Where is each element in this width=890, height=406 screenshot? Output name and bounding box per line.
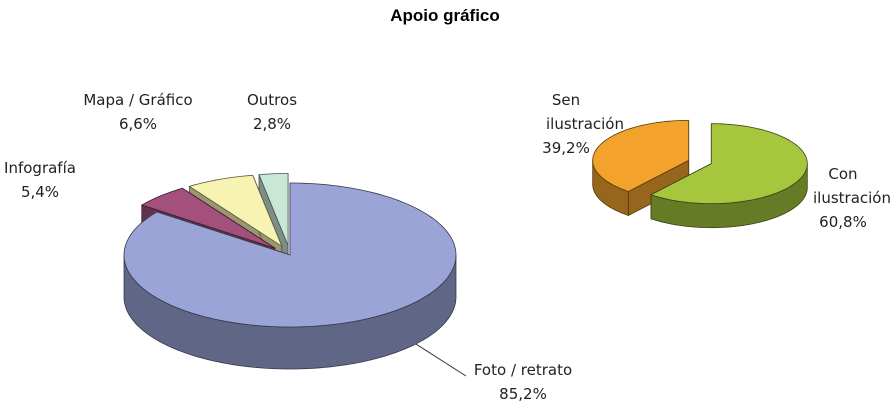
slice-label: Infografía 5,4% — [0, 156, 80, 204]
value-label: 60,8% — [819, 213, 867, 231]
pie-slice — [123, 182, 457, 328]
pie-slice — [650, 123, 808, 205]
chart-title: Apoio gráfico — [390, 6, 500, 25]
pie-slice — [592, 119, 690, 192]
slice-label: Mapa / Gráfico 6,6% — [73, 88, 203, 136]
category-label: Mapa / Gráfico — [83, 91, 193, 109]
slice-label: Foto / retrato 85,2% — [463, 358, 583, 406]
value-label: 39,2% — [542, 139, 590, 157]
value-label: 85,2% — [499, 385, 547, 403]
slice-label: Con ilustración 60,8% — [798, 162, 890, 234]
value-label: 5,4% — [20, 183, 60, 201]
category-label: Con ilustración — [813, 165, 890, 207]
value-label: 6,6% — [118, 115, 158, 133]
value-label: 2,8% — [252, 115, 292, 133]
slice-label: Sen ilustración 39,2% — [526, 88, 624, 160]
pie-slice — [140, 187, 276, 249]
slice-label: Outros 2,8% — [232, 88, 312, 136]
category-label: Outros — [246, 91, 298, 109]
category-label: Foto / retrato — [473, 361, 573, 379]
category-label: Sen ilustración — [546, 91, 624, 133]
category-label: Infografía — [4, 159, 76, 177]
pie-slice — [258, 173, 289, 246]
pie-slice — [188, 174, 283, 248]
